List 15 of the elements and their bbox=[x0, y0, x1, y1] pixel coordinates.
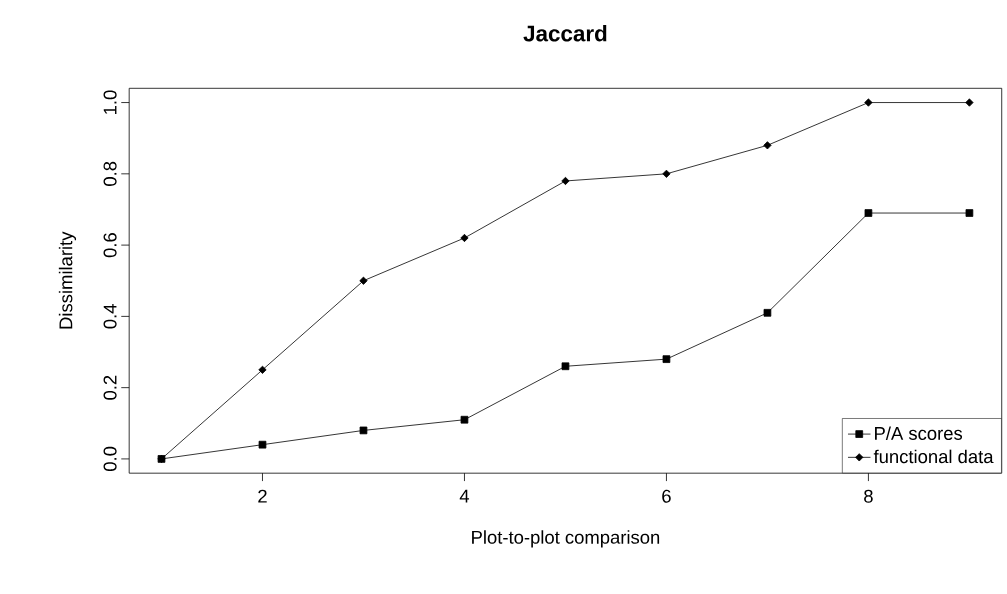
x-axis-title: Plot-to-plot comparison bbox=[472, 530, 660, 548]
y-tick-label: 0.6 bbox=[103, 232, 117, 257]
y-tick-label: 0.0 bbox=[103, 446, 117, 471]
y-tick-label: 0.4 bbox=[103, 303, 117, 329]
x-tick-label: 2 bbox=[258, 489, 267, 503]
y-axis-title: Dissimilarity bbox=[58, 231, 77, 329]
legend-label: P/A scores bbox=[875, 426, 963, 440]
legend-label: functional data bbox=[873, 449, 994, 463]
x-tick-label: 8 bbox=[864, 489, 873, 503]
y-tick-label: 0.8 bbox=[103, 161, 117, 186]
y-tick-label: 1.0 bbox=[103, 90, 117, 114]
chart-title: Jaccard bbox=[523, 24, 607, 42]
x-tick-label: 4 bbox=[459, 489, 470, 503]
y-tick-label: 0.2 bbox=[103, 375, 117, 400]
x-tick-label: 6 bbox=[662, 489, 671, 503]
